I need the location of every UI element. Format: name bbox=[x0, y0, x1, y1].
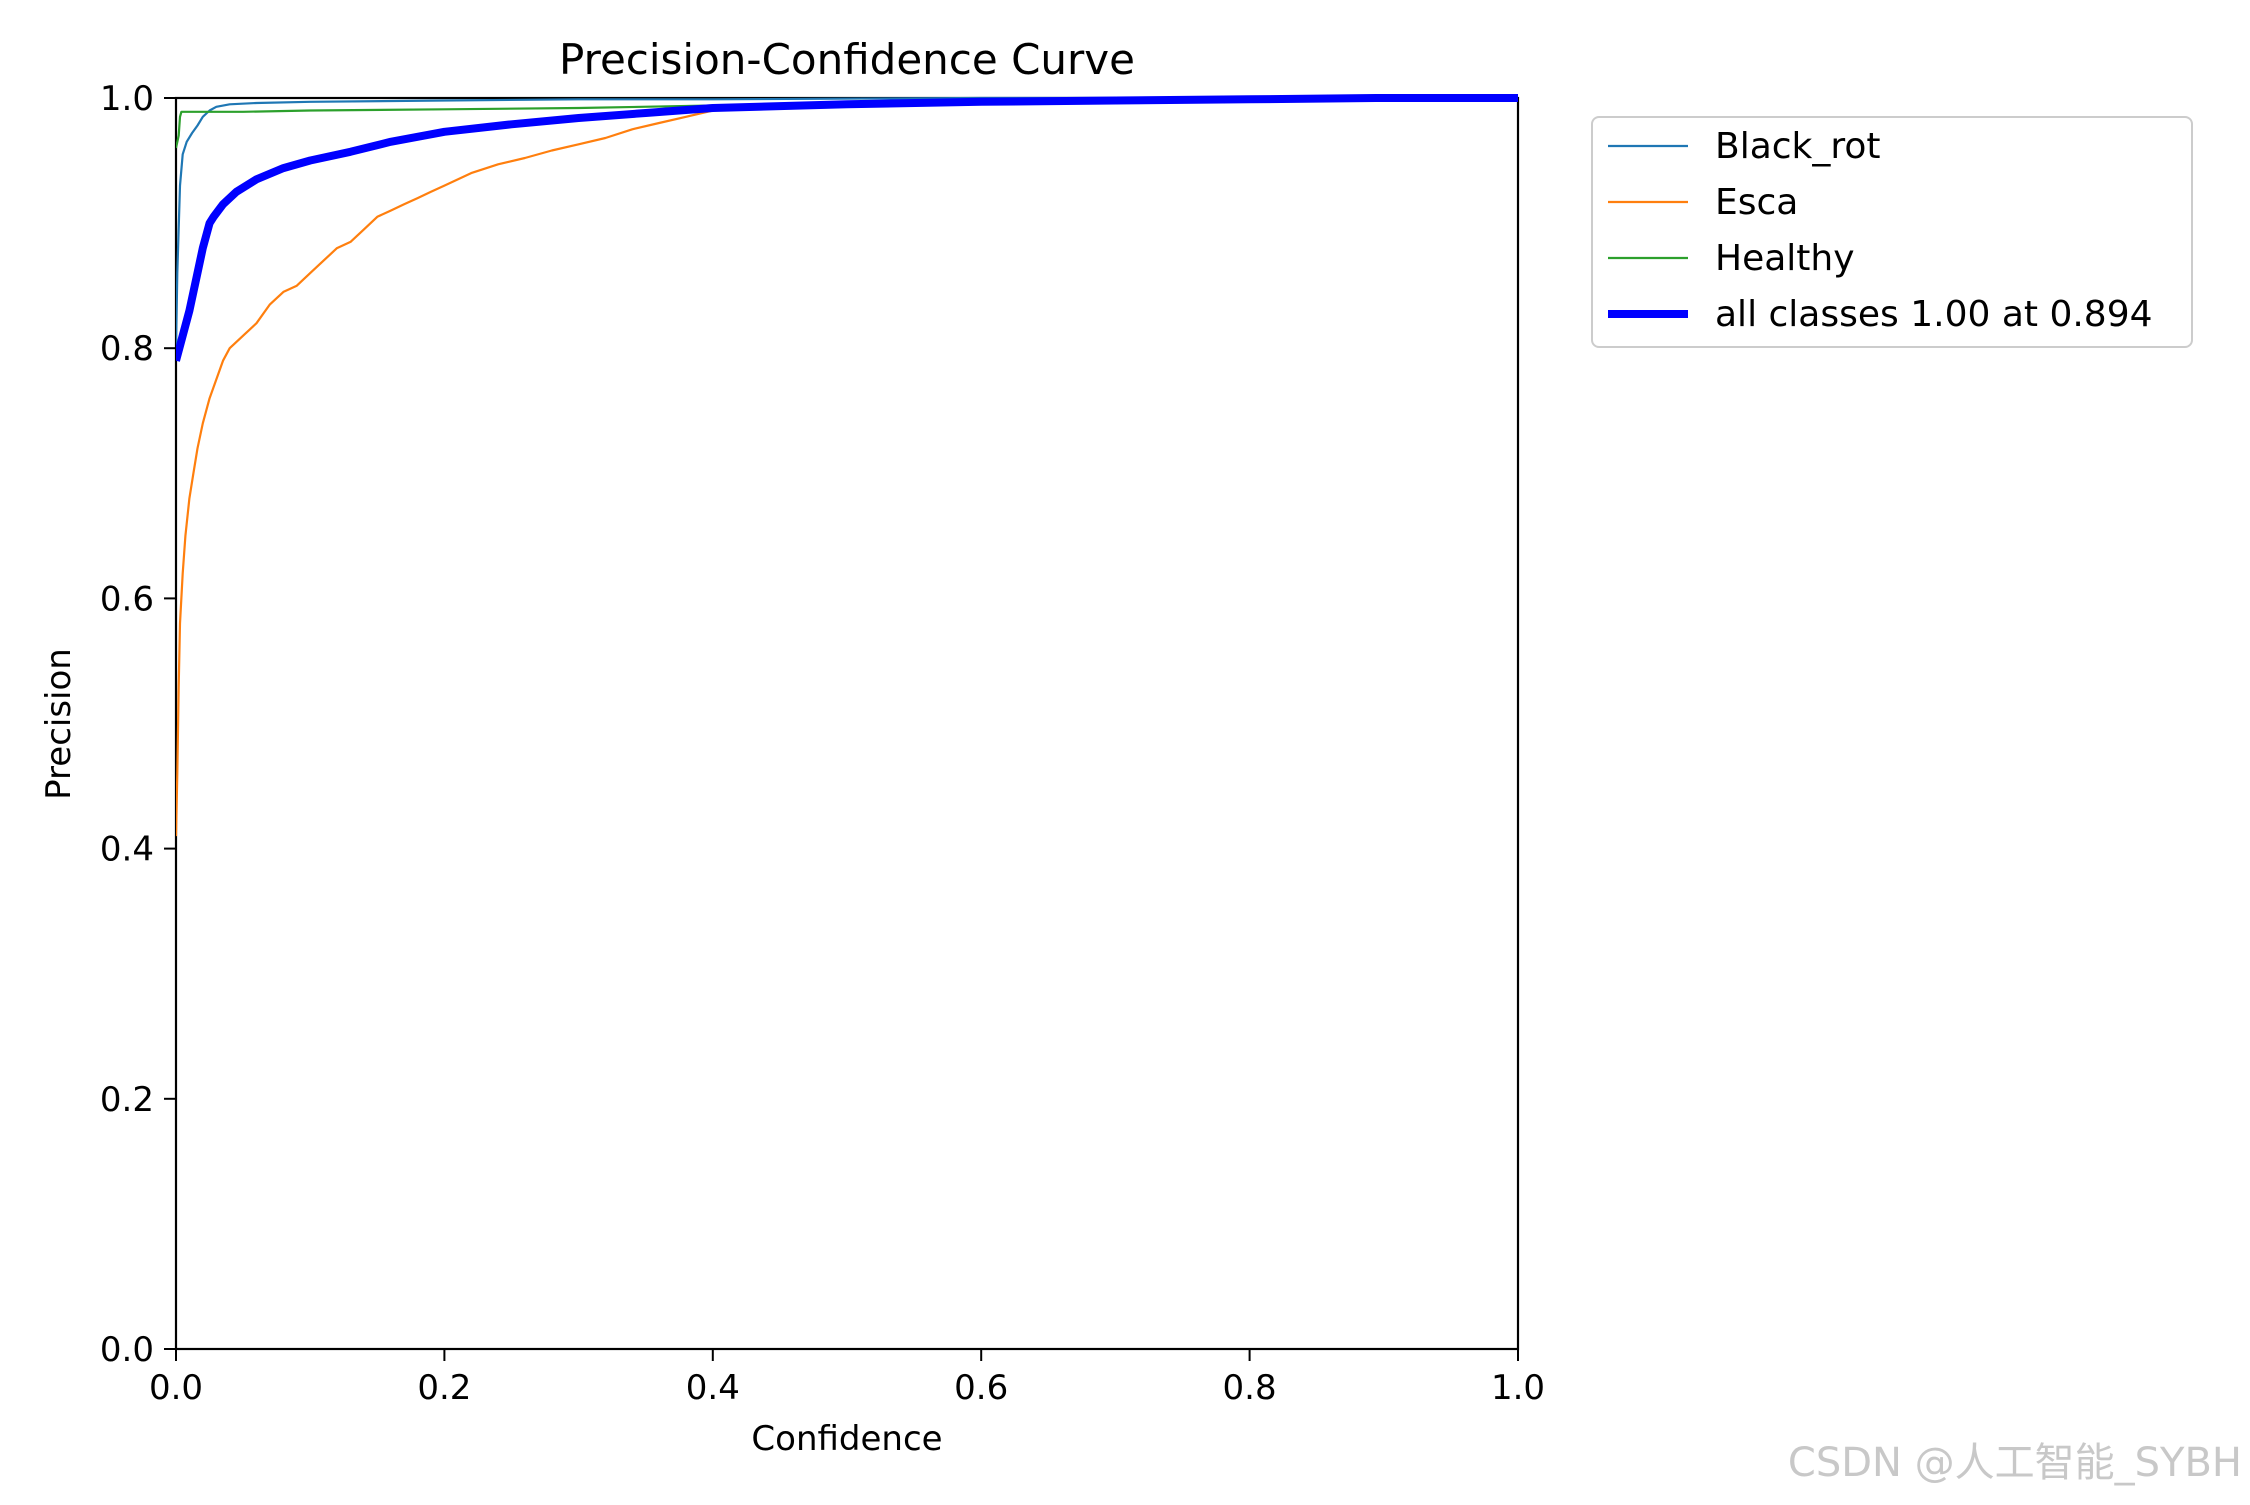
legend-label-healthy: Healthy bbox=[1715, 238, 1855, 279]
x-tick-label: 0.4 bbox=[686, 1368, 740, 1408]
y-tick-label: 0.4 bbox=[100, 830, 154, 870]
y-tick-label: 0.0 bbox=[100, 1330, 154, 1370]
series-layer bbox=[176, 94, 1518, 837]
y-tick-label: 0.6 bbox=[100, 579, 154, 619]
legend-label-esca: Esca bbox=[1715, 182, 1798, 223]
y-tick-label: 1.0 bbox=[100, 79, 154, 119]
plot-frame bbox=[174, 96, 1520, 1351]
legend[interactable]: Black_rot Esca Healthy all classes 1.00 at … bbox=[1591, 116, 2193, 348]
series-line-all bbox=[176, 94, 1518, 362]
x-tick-label: 1.0 bbox=[1491, 1368, 1545, 1408]
y-tick-label: 0.2 bbox=[100, 1080, 154, 1120]
x-axis-label: Confidence bbox=[751, 1419, 942, 1459]
y-axis-label: Precision bbox=[39, 648, 79, 800]
legend-items: Black_rot Esca Healthy all classes 1.00 at … bbox=[1608, 126, 2153, 335]
legend-box bbox=[1591, 116, 2193, 348]
series-line-esca bbox=[176, 96, 1518, 837]
x-tick-label: 0.0 bbox=[149, 1368, 203, 1408]
y-axis: 0.0 0.2 0.4 0.6 0.8 1.0 bbox=[100, 79, 176, 1370]
legend-label-all: all classes 1.00 at 0.894 bbox=[1715, 294, 2153, 335]
x-tick-label: 0.2 bbox=[417, 1368, 471, 1408]
x-tick-label: 0.8 bbox=[1223, 1368, 1277, 1408]
y-tick-label: 0.8 bbox=[100, 329, 154, 369]
x-axis: 0.0 0.2 0.4 0.6 0.8 1.0 bbox=[149, 1349, 1545, 1408]
series-line-black-rot bbox=[176, 96, 1518, 349]
watermark: CSDN @人工智能_SYBH bbox=[1788, 1440, 2242, 1486]
legend-label-black-rot: Black_rot bbox=[1715, 126, 1881, 167]
x-tick-label: 0.6 bbox=[954, 1368, 1008, 1408]
chart-title: Precision-Confidence Curve bbox=[559, 35, 1135, 84]
